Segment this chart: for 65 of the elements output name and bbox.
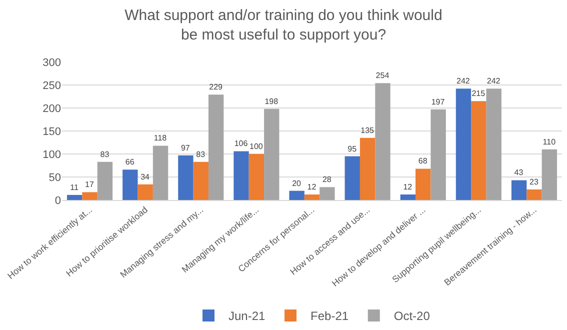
bar	[430, 109, 446, 200]
data-label: 106	[234, 139, 248, 148]
bar	[264, 108, 280, 200]
bar	[416, 168, 431, 200]
data-label: 83	[100, 150, 110, 159]
data-label: 34	[140, 172, 150, 182]
data-label: 100	[249, 142, 264, 151]
data-label: 83	[196, 150, 206, 159]
bar	[360, 138, 376, 200]
data-label: 12	[403, 182, 413, 192]
data-label: 66	[125, 158, 135, 167]
bar	[375, 83, 390, 200]
data-label: 11	[70, 182, 80, 192]
bar	[526, 189, 542, 200]
data-label: 28	[322, 175, 332, 184]
data-label: 254	[376, 71, 390, 80]
data-label: 95	[348, 144, 358, 154]
bar	[248, 154, 264, 200]
bar	[193, 162, 208, 200]
bar	[208, 94, 224, 200]
data-label: 97	[180, 143, 190, 152]
bar	[471, 101, 486, 200]
bar	[67, 194, 82, 200]
data-label: 118	[154, 134, 168, 143]
bar	[152, 146, 168, 200]
y-tick-label: 50	[48, 172, 61, 184]
data-label: 242	[486, 76, 501, 86]
bar	[122, 170, 138, 200]
legend-label: Oct-20	[394, 309, 430, 324]
bar	[82, 192, 98, 200]
y-tick-label: 0	[54, 194, 61, 207]
data-label: 17	[85, 180, 95, 190]
y-tick-label: 250	[42, 80, 61, 92]
bar	[97, 162, 113, 200]
data-label: 135	[360, 126, 375, 135]
bar	[344, 156, 360, 200]
data-label: 242	[456, 76, 470, 86]
data-label: 68	[418, 156, 428, 166]
legend-label: Feb-21	[310, 309, 349, 324]
data-label: 110	[542, 137, 556, 146]
data-label: 12	[307, 182, 317, 192]
y-tick-label: 300	[42, 56, 61, 69]
data-label: 215	[472, 89, 486, 98]
data-label: 43	[514, 168, 524, 178]
chart-title: What support and/or training do you think would be most useful to support you?	[124, 6, 442, 44]
bar	[486, 88, 502, 200]
bar	[289, 190, 304, 200]
data-label: 198	[264, 96, 279, 106]
bar	[138, 184, 153, 200]
bar	[456, 88, 472, 200]
bar	[400, 194, 416, 200]
bar	[304, 194, 320, 200]
data-label: 23	[529, 177, 539, 186]
bar	[320, 187, 335, 200]
data-label: 229	[209, 82, 224, 92]
data-label: 197	[431, 97, 446, 106]
bar	[511, 180, 527, 200]
y-tick-label: 150	[42, 126, 61, 138]
bar	[234, 151, 249, 200]
data-label: 20	[292, 178, 302, 188]
y-tick-label: 200	[42, 102, 61, 115]
bar	[178, 155, 194, 200]
bar	[542, 149, 557, 200]
legend-label: Jun-21	[228, 309, 266, 324]
y-tick-label: 100	[42, 148, 61, 161]
